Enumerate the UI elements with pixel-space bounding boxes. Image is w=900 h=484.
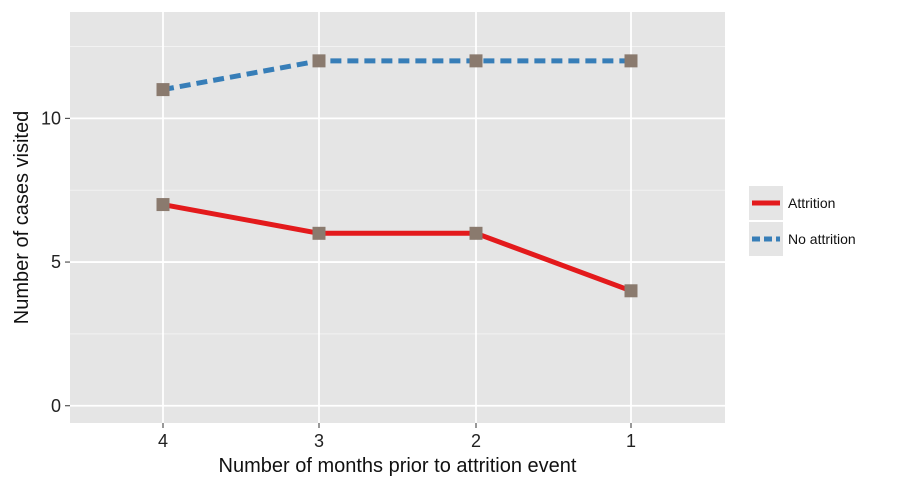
major-gridlines — [70, 12, 725, 423]
series-line-attrition — [162, 202, 632, 294]
data-point — [312, 226, 326, 240]
x-tick-label: 2 — [471, 431, 481, 451]
x-axis-title: Number of months prior to attrition even… — [219, 455, 577, 477]
x-axis-ticks: 4 3 2 1 — [158, 423, 636, 451]
x-tick-label: 3 — [314, 431, 324, 451]
y-axis-title: Number of cases visited — [11, 111, 33, 324]
data-point — [624, 54, 638, 68]
legend: Attrition No attrition — [749, 186, 856, 256]
data-point — [312, 54, 326, 68]
data-point — [469, 54, 483, 68]
y-tick-label: 5 — [51, 252, 61, 272]
legend-label: Attrition — [788, 195, 835, 211]
plot-panel — [70, 12, 725, 423]
data-point — [624, 284, 638, 298]
y-tick-label: 10 — [41, 108, 61, 128]
x-tick-label: 4 — [158, 431, 168, 451]
minor-gridlines — [70, 45, 725, 335]
legend-label: No attrition — [788, 231, 856, 247]
x-tick-label: 1 — [626, 431, 636, 451]
y-tick-label: 0 — [51, 396, 61, 416]
y-axis-ticks: 0 5 10 — [41, 108, 70, 416]
data-point — [156, 198, 170, 212]
series-layer — [162, 58, 632, 294]
data-point — [156, 83, 170, 97]
series-line-no-attrition — [162, 58, 631, 93]
data-point — [469, 226, 483, 240]
marker-layer — [156, 54, 638, 298]
